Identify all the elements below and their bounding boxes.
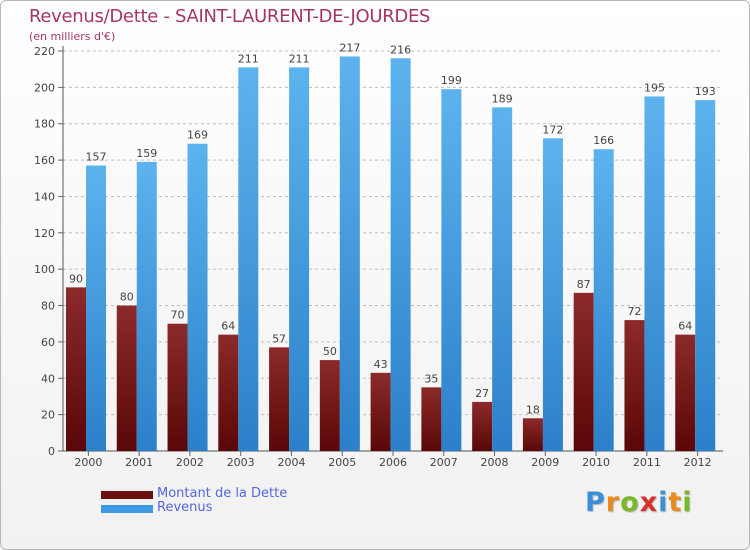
legend-swatch-revenus <box>101 505 153 513</box>
data-label: 166 <box>593 134 614 147</box>
data-label: 57 <box>272 332 286 345</box>
x-tick-label: 2010 <box>582 456 610 469</box>
data-label: 193 <box>695 85 716 98</box>
y-tick-label: 180 <box>34 118 55 131</box>
data-label: 157 <box>86 151 107 164</box>
bar-revenus <box>238 67 259 451</box>
chart-subtitle: (en milliers d'€) <box>29 30 116 43</box>
data-label: 72 <box>627 305 641 318</box>
bar-dette <box>319 360 340 451</box>
x-tick-label: 2003 <box>227 456 255 469</box>
y-tick-label: 40 <box>41 372 55 385</box>
x-tick-label: 2002 <box>176 456 204 469</box>
y-tick-label: 20 <box>41 409 55 422</box>
bar-revenus <box>644 96 665 452</box>
y-tick-label: 100 <box>34 263 55 276</box>
data-label: 216 <box>390 43 411 56</box>
x-tick-label: 2000 <box>74 456 102 469</box>
y-tick-label: 60 <box>41 336 55 349</box>
data-label: 159 <box>136 147 157 160</box>
data-label: 199 <box>441 74 462 87</box>
data-label: 172 <box>542 123 563 136</box>
bar-revenus <box>390 58 411 451</box>
bar-revenus <box>441 89 462 451</box>
bar-dette <box>116 305 137 451</box>
legend-swatch-dette <box>101 491 153 499</box>
data-label: 43 <box>374 358 388 371</box>
data-label: 217 <box>339 41 360 54</box>
data-label: 211 <box>289 52 310 65</box>
legend-label-dette: Montant de la Dette <box>157 486 288 501</box>
bar-dette <box>167 323 188 451</box>
x-tick-label: 2009 <box>531 456 559 469</box>
y-tick-label: 160 <box>34 154 55 167</box>
proxiti-logo: Proxiti <box>585 487 693 518</box>
bar-dette <box>421 387 442 451</box>
data-label: 90 <box>69 272 83 285</box>
y-tick-label: 200 <box>34 81 55 94</box>
data-label: 27 <box>475 387 489 400</box>
bar-dette <box>624 320 645 451</box>
bar-revenus <box>492 107 513 451</box>
bar-revenus <box>339 56 360 452</box>
x-tick-label: 2001 <box>125 456 153 469</box>
bar-dette <box>269 347 290 451</box>
bar-dette <box>472 401 493 451</box>
data-label: 35 <box>424 372 438 385</box>
bar-dette <box>522 418 543 451</box>
bar-revenus <box>593 149 614 451</box>
chart-title: Revenus/Dette - SAINT-LAURENT-DE-JOURDES <box>29 6 431 27</box>
bar-revenus <box>695 100 716 451</box>
x-tick-label: 2005 <box>328 456 356 469</box>
bar-dette <box>66 287 86 451</box>
y-tick-label: 140 <box>34 190 55 203</box>
bar-revenus <box>86 165 106 451</box>
data-label: 211 <box>238 52 259 65</box>
data-label: 80 <box>120 291 134 304</box>
x-tick-label: 2011 <box>633 456 661 469</box>
data-label: 70 <box>171 309 185 322</box>
x-tick-label: 2007 <box>430 456 458 469</box>
y-tick-label: 220 <box>34 45 55 58</box>
y-tick-label: 120 <box>34 227 55 240</box>
x-tick-label: 2006 <box>379 456 407 469</box>
bar-revenus <box>542 138 563 452</box>
y-tick-label: 80 <box>41 300 55 313</box>
bar-revenus <box>136 161 157 451</box>
bar-revenus <box>289 67 310 451</box>
bar-dette <box>218 334 239 451</box>
bar-revenus <box>187 143 208 451</box>
data-label: 50 <box>323 345 337 358</box>
bar-dette <box>675 334 696 451</box>
y-tick-label: 0 <box>48 445 55 458</box>
legend-label-revenus: Revenus <box>157 500 213 515</box>
bar-dette <box>573 292 594 451</box>
data-label: 64 <box>221 320 235 333</box>
data-label: 189 <box>492 92 513 105</box>
data-label: 195 <box>644 81 665 94</box>
data-label: 87 <box>577 278 591 291</box>
x-tick-label: 2008 <box>481 456 509 469</box>
data-label: 64 <box>678 320 692 333</box>
x-tick-label: 2012 <box>684 456 712 469</box>
bar-dette <box>370 372 391 451</box>
x-tick-label: 2004 <box>277 456 305 469</box>
data-label: 169 <box>187 129 208 142</box>
data-label: 18 <box>526 403 540 416</box>
